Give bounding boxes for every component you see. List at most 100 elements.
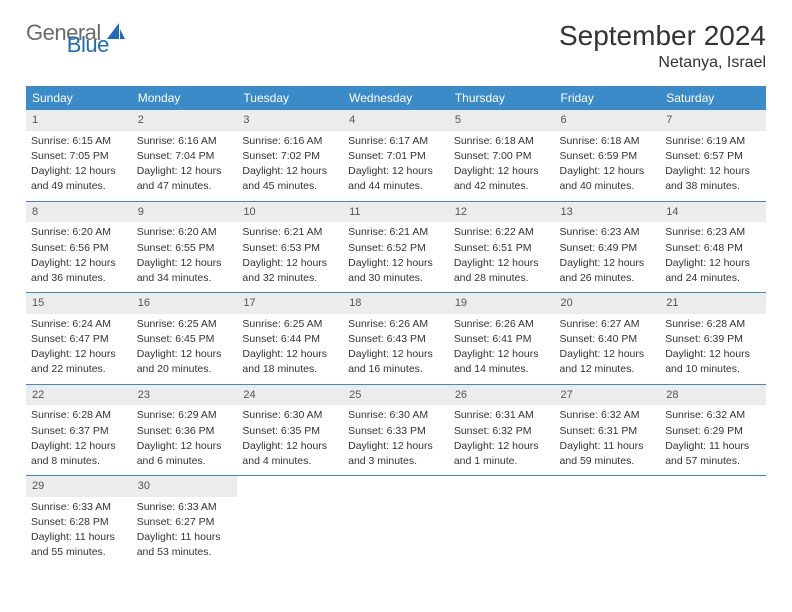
daylight-line2: and 24 minutes. <box>665 271 761 285</box>
sunrise: Sunrise: 6:25 AM <box>137 317 233 331</box>
empty-cell <box>343 476 449 567</box>
day-number: 2 <box>132 110 238 131</box>
day-cell: 15Sunrise: 6:24 AMSunset: 6:47 PMDayligh… <box>26 293 132 385</box>
day-number: 29 <box>26 476 132 497</box>
sunset: Sunset: 6:33 PM <box>348 424 444 438</box>
calendar-row: 15Sunrise: 6:24 AMSunset: 6:47 PMDayligh… <box>26 293 766 385</box>
daylight-line2: and 59 minutes. <box>560 454 656 468</box>
sunrise: Sunrise: 6:18 AM <box>454 134 550 148</box>
sunrise: Sunrise: 6:28 AM <box>665 317 761 331</box>
daylight-line2: and 18 minutes. <box>242 362 338 376</box>
weekday-head: Wednesday <box>343 86 449 110</box>
day-cell: 27Sunrise: 6:32 AMSunset: 6:31 PMDayligh… <box>555 384 661 476</box>
sunrise: Sunrise: 6:24 AM <box>31 317 127 331</box>
daylight-line1: Daylight: 12 hours <box>348 256 444 270</box>
daylight-line2: and 32 minutes. <box>242 271 338 285</box>
sunset: Sunset: 6:48 PM <box>665 241 761 255</box>
daylight-line1: Daylight: 12 hours <box>31 164 127 178</box>
day-cell: 29Sunrise: 6:33 AMSunset: 6:28 PMDayligh… <box>26 476 132 567</box>
sunrise: Sunrise: 6:31 AM <box>454 408 550 422</box>
day-cell: 19Sunrise: 6:26 AMSunset: 6:41 PMDayligh… <box>449 293 555 385</box>
daylight-line1: Daylight: 12 hours <box>242 347 338 361</box>
day-number: 20 <box>555 293 661 314</box>
sunset: Sunset: 6:32 PM <box>454 424 550 438</box>
sunrise: Sunrise: 6:16 AM <box>242 134 338 148</box>
sunset: Sunset: 6:55 PM <box>137 241 233 255</box>
calendar-row: 1Sunrise: 6:15 AMSunset: 7:05 PMDaylight… <box>26 110 766 201</box>
sunset: Sunset: 6:52 PM <box>348 241 444 255</box>
daylight-line2: and 30 minutes. <box>348 271 444 285</box>
daylight-line2: and 1 minute. <box>454 454 550 468</box>
daylight-line1: Daylight: 12 hours <box>665 347 761 361</box>
sunset: Sunset: 6:51 PM <box>454 241 550 255</box>
header: General Blue September 2024 Netanya, Isr… <box>26 20 766 72</box>
daylight-line2: and 44 minutes. <box>348 179 444 193</box>
day-number: 4 <box>343 110 449 131</box>
title-block: September 2024 Netanya, Israel <box>559 20 766 72</box>
day-number: 30 <box>132 476 238 497</box>
logo: General Blue <box>26 20 171 46</box>
empty-cell <box>555 476 661 567</box>
empty-cell <box>449 476 555 567</box>
day-cell: 10Sunrise: 6:21 AMSunset: 6:53 PMDayligh… <box>237 201 343 293</box>
sunrise: Sunrise: 6:32 AM <box>665 408 761 422</box>
daylight-line1: Daylight: 12 hours <box>560 256 656 270</box>
day-number: 5 <box>449 110 555 131</box>
daylight-line2: and 49 minutes. <box>31 179 127 193</box>
day-number: 12 <box>449 202 555 223</box>
day-cell: 2Sunrise: 6:16 AMSunset: 7:04 PMDaylight… <box>132 110 238 201</box>
daylight-line2: and 47 minutes. <box>137 179 233 193</box>
daylight-line1: Daylight: 12 hours <box>137 164 233 178</box>
daylight-line2: and 16 minutes. <box>348 362 444 376</box>
daylight-line1: Daylight: 11 hours <box>31 530 127 544</box>
day-cell: 20Sunrise: 6:27 AMSunset: 6:40 PMDayligh… <box>555 293 661 385</box>
daylight-line1: Daylight: 12 hours <box>348 439 444 453</box>
daylight-line1: Daylight: 11 hours <box>560 439 656 453</box>
location: Netanya, Israel <box>559 54 766 72</box>
daylight-line2: and 38 minutes. <box>665 179 761 193</box>
sunset: Sunset: 7:01 PM <box>348 149 444 163</box>
day-number: 8 <box>26 202 132 223</box>
daylight-line2: and 3 minutes. <box>348 454 444 468</box>
daylight-line2: and 26 minutes. <box>560 271 656 285</box>
logo-text-blue: Blue <box>67 32 109 57</box>
daylight-line1: Daylight: 11 hours <box>665 439 761 453</box>
daylight-line1: Daylight: 11 hours <box>137 530 233 544</box>
day-cell: 9Sunrise: 6:20 AMSunset: 6:55 PMDaylight… <box>132 201 238 293</box>
day-cell: 14Sunrise: 6:23 AMSunset: 6:48 PMDayligh… <box>660 201 766 293</box>
sunrise: Sunrise: 6:23 AM <box>665 225 761 239</box>
daylight-line1: Daylight: 12 hours <box>665 256 761 270</box>
daylight-line1: Daylight: 12 hours <box>31 347 127 361</box>
day-number: 11 <box>343 202 449 223</box>
sunrise: Sunrise: 6:33 AM <box>31 500 127 514</box>
daylight-line2: and 36 minutes. <box>31 271 127 285</box>
sunset: Sunset: 6:49 PM <box>560 241 656 255</box>
sunset: Sunset: 6:36 PM <box>137 424 233 438</box>
day-number: 6 <box>555 110 661 131</box>
sunset: Sunset: 6:44 PM <box>242 332 338 346</box>
sunrise: Sunrise: 6:32 AM <box>560 408 656 422</box>
day-number: 15 <box>26 293 132 314</box>
sunset: Sunset: 6:37 PM <box>31 424 127 438</box>
sunset: Sunset: 6:56 PM <box>31 241 127 255</box>
sunrise: Sunrise: 6:26 AM <box>454 317 550 331</box>
sunset: Sunset: 6:57 PM <box>665 149 761 163</box>
calendar-row: 22Sunrise: 6:28 AMSunset: 6:37 PMDayligh… <box>26 384 766 476</box>
day-cell: 25Sunrise: 6:30 AMSunset: 6:33 PMDayligh… <box>343 384 449 476</box>
sunset: Sunset: 7:05 PM <box>31 149 127 163</box>
day-cell: 1Sunrise: 6:15 AMSunset: 7:05 PMDaylight… <box>26 110 132 201</box>
month-title: September 2024 <box>559 20 766 52</box>
day-number: 21 <box>660 293 766 314</box>
sunrise: Sunrise: 6:33 AM <box>137 500 233 514</box>
weekday-head: Thursday <box>449 86 555 110</box>
day-number: 3 <box>237 110 343 131</box>
day-cell: 5Sunrise: 6:18 AMSunset: 7:00 PMDaylight… <box>449 110 555 201</box>
daylight-line2: and 53 minutes. <box>137 545 233 559</box>
daylight-line1: Daylight: 12 hours <box>665 164 761 178</box>
day-cell: 7Sunrise: 6:19 AMSunset: 6:57 PMDaylight… <box>660 110 766 201</box>
day-cell: 23Sunrise: 6:29 AMSunset: 6:36 PMDayligh… <box>132 384 238 476</box>
day-number: 1 <box>26 110 132 131</box>
daylight-line1: Daylight: 12 hours <box>137 439 233 453</box>
daylight-line1: Daylight: 12 hours <box>348 347 444 361</box>
daylight-line1: Daylight: 12 hours <box>31 256 127 270</box>
